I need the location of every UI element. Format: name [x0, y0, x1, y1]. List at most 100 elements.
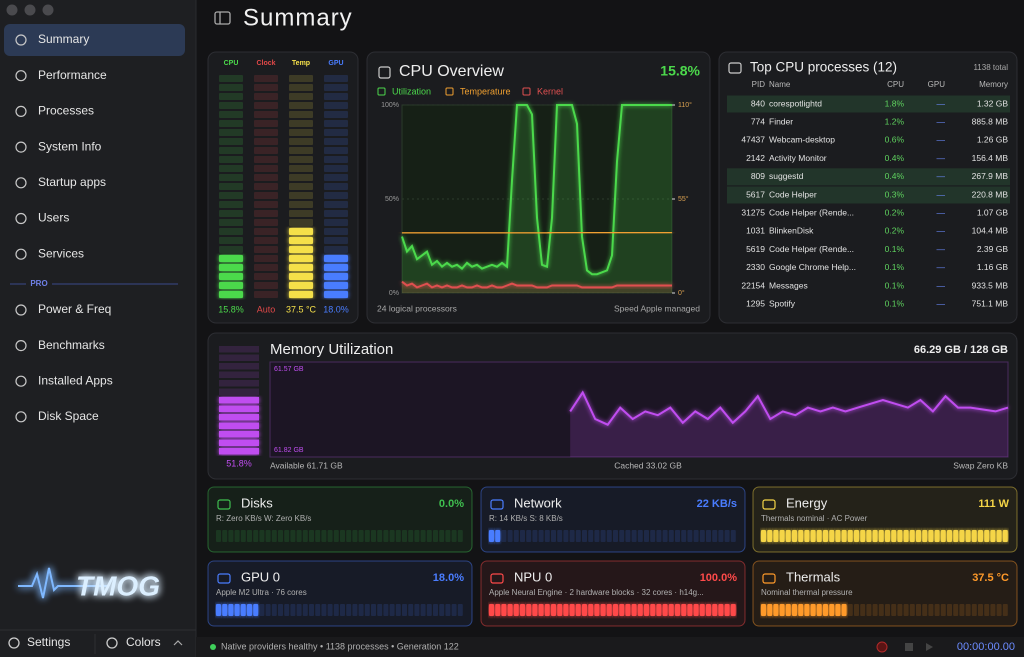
gauge-segment [324, 147, 348, 154]
table-cell[interactable]: Activity Monitor [769, 153, 827, 163]
play-button[interactable] [926, 643, 933, 651]
card-segment-lit [656, 604, 662, 616]
gauge-segment [219, 138, 243, 145]
gauge-segment [254, 129, 278, 136]
card-segment-lit [718, 604, 724, 616]
table-cell[interactable]: Spotify [769, 298, 796, 308]
nav-item[interactable]: Disk Space [38, 409, 99, 423]
gauge-segment [289, 111, 313, 118]
card-title: Energy [786, 495, 828, 510]
card-segment-lit [841, 604, 847, 616]
card-segment [389, 530, 395, 542]
nav-item[interactable]: Performance [38, 68, 107, 82]
table-cell[interactable]: Finder [769, 116, 793, 126]
card-segment-lit [582, 604, 587, 616]
table-cell[interactable]: Google Chrome Help... [769, 262, 856, 272]
gauge-segment [324, 156, 348, 163]
card-segment [327, 604, 333, 616]
table-cell: 1031 [746, 226, 765, 236]
card-segment-lit [675, 604, 680, 616]
nav-icon [15, 411, 27, 423]
sidebar-toggle[interactable] [214, 11, 231, 25]
card-segment [420, 604, 426, 616]
gauge-segment [219, 93, 243, 100]
card-segment [433, 604, 438, 616]
series-line [401, 104, 672, 276]
card-value: 0.0% [439, 498, 464, 510]
settings-icon[interactable] [8, 637, 20, 649]
card-segment-lit [234, 604, 240, 616]
table-cell[interactable]: corespotlightd [769, 98, 822, 108]
window-zoom[interactable] [42, 4, 54, 16]
table-cell[interactable]: Webcam-desktop [769, 135, 835, 145]
table-cell[interactable]: suggestd [769, 171, 804, 181]
gauge-segment [219, 246, 243, 253]
gauge-segment-lit [219, 255, 243, 262]
nav-item[interactable]: Services [38, 246, 84, 260]
card-segment [656, 530, 662, 542]
table-cell: 0.1% [885, 298, 905, 308]
table-cell: 267.9 MB [972, 171, 1009, 181]
card-segment-lit [247, 604, 252, 616]
card-segment [662, 530, 668, 542]
nav-item[interactable]: Power & Freq [38, 302, 111, 316]
table-cell[interactable]: BlinkenDisk [769, 226, 814, 236]
card-segment-lit [563, 604, 569, 616]
table-cell: 104.4 MB [972, 226, 1009, 236]
nav-item[interactable]: Users [38, 211, 69, 225]
colors-chevron[interactable] [173, 640, 183, 646]
card-segment [240, 530, 246, 542]
card-segment [520, 530, 525, 542]
table-cell[interactable]: Code Helper (Rende... [769, 244, 854, 254]
card-segment [222, 530, 228, 542]
gauge-segment [289, 147, 313, 154]
table-cell: 0.2% [885, 226, 905, 236]
nav-item[interactable]: Processes [38, 104, 94, 118]
nav-item[interactable]: Benchmarks [38, 338, 105, 352]
gauge-segment [219, 219, 243, 226]
colors-icon[interactable] [106, 637, 118, 649]
panel-title: Top CPU processes (12) [750, 60, 897, 75]
nav-item[interactable]: Startup apps [38, 175, 106, 189]
card-segment [675, 530, 680, 542]
table-cell[interactable]: Code Helper (Rende... [769, 207, 854, 217]
table-cell: — [937, 298, 946, 308]
card [480, 486, 746, 553]
gauge-segment [289, 219, 313, 226]
card-segment-lit [816, 530, 822, 542]
y-tick-label: 50% [385, 196, 399, 203]
card-segment [984, 604, 990, 616]
table-cell: 0.4% [885, 153, 905, 163]
table-cell: 0.4% [885, 171, 905, 181]
gauge-segment [324, 201, 348, 208]
table-cell: 2330 [746, 262, 765, 272]
table-cell: 1.16 GB [977, 262, 1009, 272]
settings-button[interactable]: Settings [27, 635, 70, 649]
card-detail: Apple Neural Engine · 2 hardware blocks … [489, 588, 704, 597]
card-segment-lit [959, 530, 965, 542]
stop-button[interactable] [905, 643, 913, 651]
nav-item[interactable]: System Info [38, 139, 102, 153]
record-button[interactable] [876, 641, 888, 653]
card-segment [699, 530, 705, 542]
nav-item[interactable]: Installed Apps [38, 373, 113, 387]
colors-button[interactable]: Colors [126, 635, 161, 649]
nav-item[interactable]: Summary [38, 32, 89, 46]
window-close[interactable] [6, 4, 18, 16]
table-cell[interactable]: Code Helper [769, 189, 817, 199]
card-segment-lit [240, 604, 246, 616]
table-cell[interactable]: Messages [769, 280, 808, 290]
table-cell: 1295 [746, 298, 765, 308]
card-segment-lit [866, 530, 872, 542]
gauge-segment-lit [289, 273, 313, 280]
y2-tick-label: 0° [678, 289, 685, 297]
gauge-segment [254, 84, 278, 91]
nav-icon [15, 375, 27, 387]
window-minimize[interactable] [24, 4, 36, 16]
card-segment-lit [785, 604, 791, 616]
card-icon [217, 499, 231, 510]
card-segment [402, 604, 407, 616]
gauge-segment [254, 237, 278, 244]
panel-value: 66.29 GB / 128 GB [914, 344, 1008, 356]
card-segment [588, 530, 594, 542]
